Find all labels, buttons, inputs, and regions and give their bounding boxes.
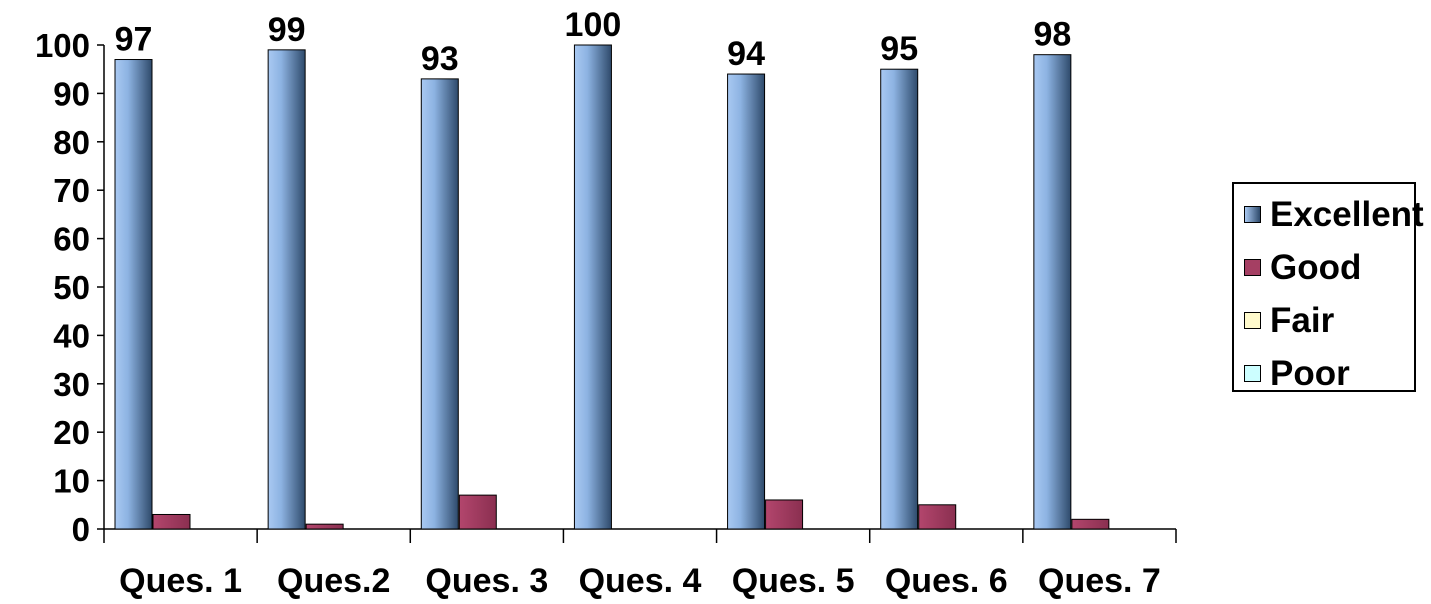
data-label-excellent: 98 [1033,16,1071,54]
bar-good [305,523,344,530]
data-label-excellent: 99 [268,11,306,49]
data-label-excellent: 94 [727,35,765,73]
bar-excellent [420,78,459,530]
x-category-label: Ques. 7 [1038,562,1161,600]
bar-good [1071,518,1110,530]
x-category-label: Ques. 1 [119,562,242,600]
legend-swatch [1244,364,1261,382]
y-tick-label: 70 [53,172,90,209]
bar-excellent [727,73,766,530]
y-tick-label: 0 [72,511,90,548]
legend-item-poor: Poor [1244,353,1350,393]
plot-area: 0 10 20 30 40 50 60 70 80 90 100 Ques. 1 Ques.2 Ques.… [35,6,1177,600]
x-category-label: Ques. 5 [732,562,855,600]
bar-excellent [573,44,612,530]
x-category-label: Ques. 6 [885,562,1008,600]
legend-item-good: Good [1244,247,1361,287]
y-tick-label: 20 [53,414,90,451]
bar-good [918,504,957,530]
legend-label: Fair [1270,300,1335,340]
legend-swatch [1244,205,1261,223]
legend-item-excellent: Excellent [1244,194,1424,234]
bar-good [152,513,191,530]
legend: Excellent Good Fair Poor [1232,182,1424,393]
data-label-excellent: 93 [421,40,459,78]
bar-excellent [114,59,153,530]
y-tick-label: 90 [53,75,90,112]
legend-label: Excellent [1270,194,1424,234]
bar-excellent [880,68,919,530]
bar-excellent [1033,54,1072,530]
legend-label: Poor [1270,353,1350,393]
y-tick-label: 100 [35,27,90,64]
data-label-excellent: 100 [565,6,622,44]
legend-label: Good [1270,247,1362,287]
y-tick-label: 60 [53,221,90,258]
x-category-label: Ques.2 [277,562,390,600]
bar-good [765,499,804,530]
bar-good [458,494,497,530]
bar-excellent [267,49,306,530]
legend-swatch [1244,258,1261,276]
y-tick-label: 10 [53,463,90,500]
data-label-excellent: 97 [115,21,153,59]
x-category-label: Ques. 3 [425,562,548,600]
legend-swatch [1244,311,1261,329]
y-tick-label: 50 [53,269,90,306]
y-tick-label: 40 [53,317,90,354]
y-tick-label: 80 [53,124,90,161]
legend-item-fair: Fair [1244,300,1334,340]
x-category-label: Ques. 4 [579,562,702,600]
data-label-excellent: 95 [880,30,918,68]
y-tick-label: 30 [53,366,90,403]
